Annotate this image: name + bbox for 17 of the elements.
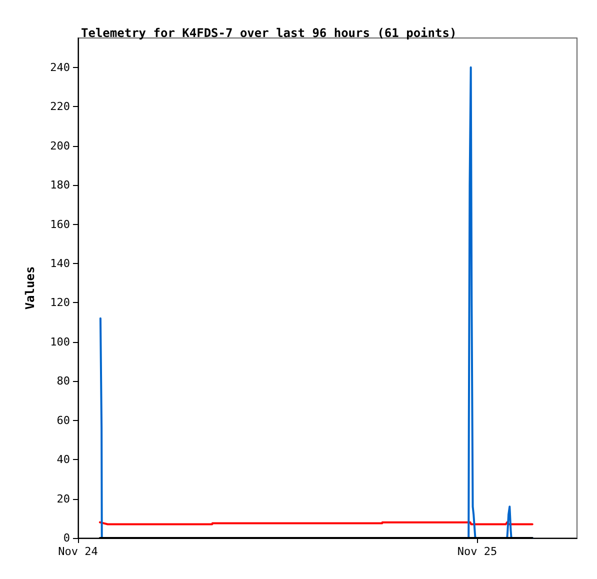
- y-tick-label: 40: [56, 453, 70, 466]
- y-tick-label: 240: [50, 60, 70, 74]
- y-tick-label: 220: [50, 100, 70, 114]
- y-tick-label: 60: [56, 414, 70, 427]
- y-tick-label: 100: [50, 335, 70, 348]
- y-axis-title: Values: [23, 266, 37, 310]
- chart-title: Telemetry for K4FDS-7 over last 96 hours (61 points): [81, 26, 457, 40]
- y-tick-label: 200: [50, 139, 70, 152]
- y-tick-label: 180: [50, 178, 70, 192]
- y-tick-label: 80: [56, 374, 70, 388]
- y-tick-label: 140: [50, 256, 70, 270]
- x-tick-label: Nov 24: [58, 545, 98, 558]
- y-tick-label: 120: [50, 296, 70, 310]
- x-tick-label: Nov 25: [457, 545, 498, 558]
- y-tick-label: 0: [63, 532, 70, 544]
- y-tick-label: 160: [50, 218, 70, 231]
- y-tick-label: 20: [56, 492, 70, 506]
